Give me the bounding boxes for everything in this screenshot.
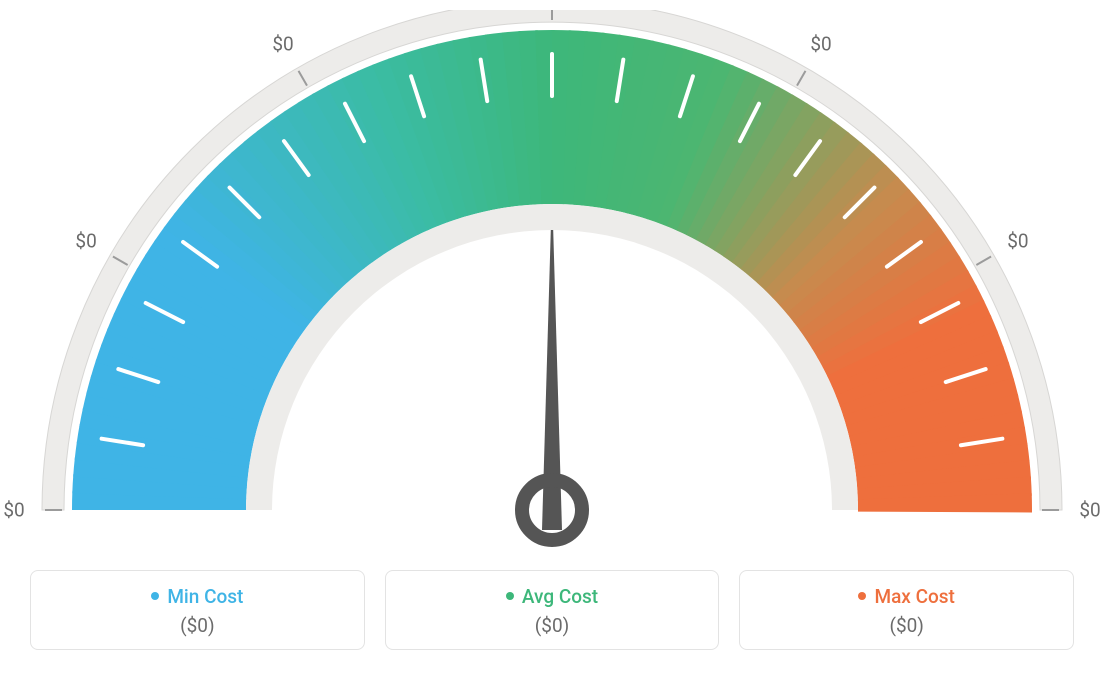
legend-card-max: Max Cost ($0) [739,570,1074,650]
legend-dot-icon [858,592,866,600]
legend-dot-icon [506,592,514,600]
legend-row: Min Cost ($0) Avg Cost ($0) Max Cost ($0… [0,570,1104,650]
legend-value: ($0) [750,614,1063,637]
gauge-tick-label: $0 [3,499,24,522]
legend-card-min: Min Cost ($0) [30,570,365,650]
gauge-svg [0,10,1104,570]
legend-title: Min Cost [41,585,354,608]
gauge-chart: $0$0$0$0$0$0$0 [0,0,1104,560]
gauge-tick-label: $0 [75,230,96,253]
legend-title-text: Avg Cost [522,585,598,608]
legend-title-text: Min Cost [167,585,243,608]
legend-title: Avg Cost [396,585,709,608]
gauge-tick-label: $0 [810,33,831,56]
legend-card-avg: Avg Cost ($0) [385,570,720,650]
legend-value: ($0) [41,614,354,637]
gauge-tick-label: $0 [272,33,293,56]
legend-dot-icon [151,592,159,600]
gauge-tick-label: $0 [1079,499,1100,522]
legend-title-text: Max Cost [874,585,954,608]
gauge-tick-label: $0 [1007,230,1028,253]
legend-value: ($0) [396,614,709,637]
legend-title: Max Cost [750,585,1063,608]
